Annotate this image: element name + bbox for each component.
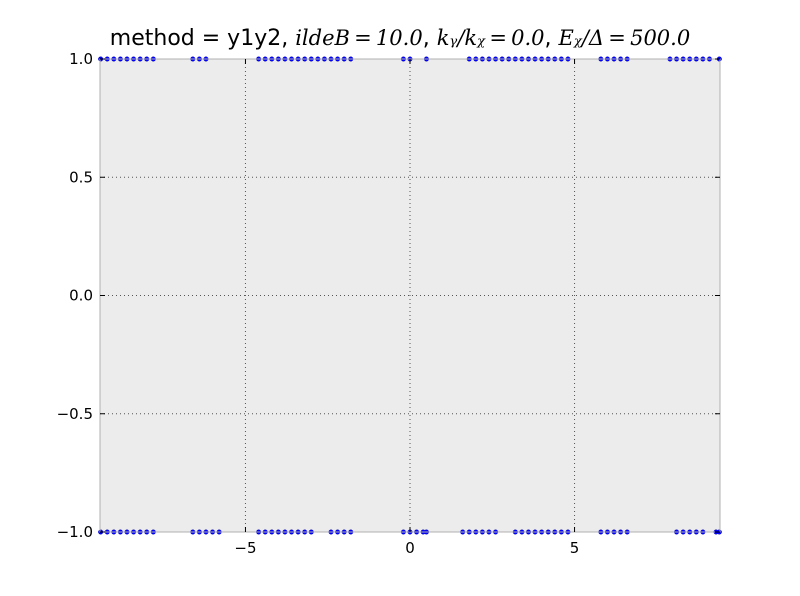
- chart-title-prefix: method = y1y2,: [109, 26, 296, 51]
- x-tick-label: 5: [570, 539, 580, 557]
- x-tick-label: −5: [234, 539, 256, 557]
- chart-title-param-b: ildeB = 10.0: [295, 26, 423, 50]
- y-tick-label: −1.0: [57, 523, 93, 541]
- chart-title: method = y1y2, ildeB = 10.0, kᵧ/kᵪ = 0.0…: [0, 26, 800, 51]
- chart-title-separator: ,: [544, 26, 559, 51]
- axis-ticks: [100, 58, 720, 533]
- axis-tick-labels: −5 0 5 1.0 0.5 0.0 −0.5 −1.0: [57, 50, 580, 557]
- y-tick-label: 0.5: [69, 168, 93, 186]
- x-tick-label: 0: [405, 539, 415, 557]
- grid-lines: [100, 59, 720, 532]
- y-tick-label: −0.5: [57, 405, 93, 423]
- chart-title-param-ef: Eᵪ/Δ = 500.0: [558, 26, 691, 50]
- y-tick-label: 1.0: [69, 50, 93, 68]
- chart-title-separator: ,: [422, 26, 437, 51]
- y-tick-label: 0.0: [69, 287, 93, 305]
- chart-title-param-ky: kᵧ/kᵪ = 0.0: [436, 26, 545, 50]
